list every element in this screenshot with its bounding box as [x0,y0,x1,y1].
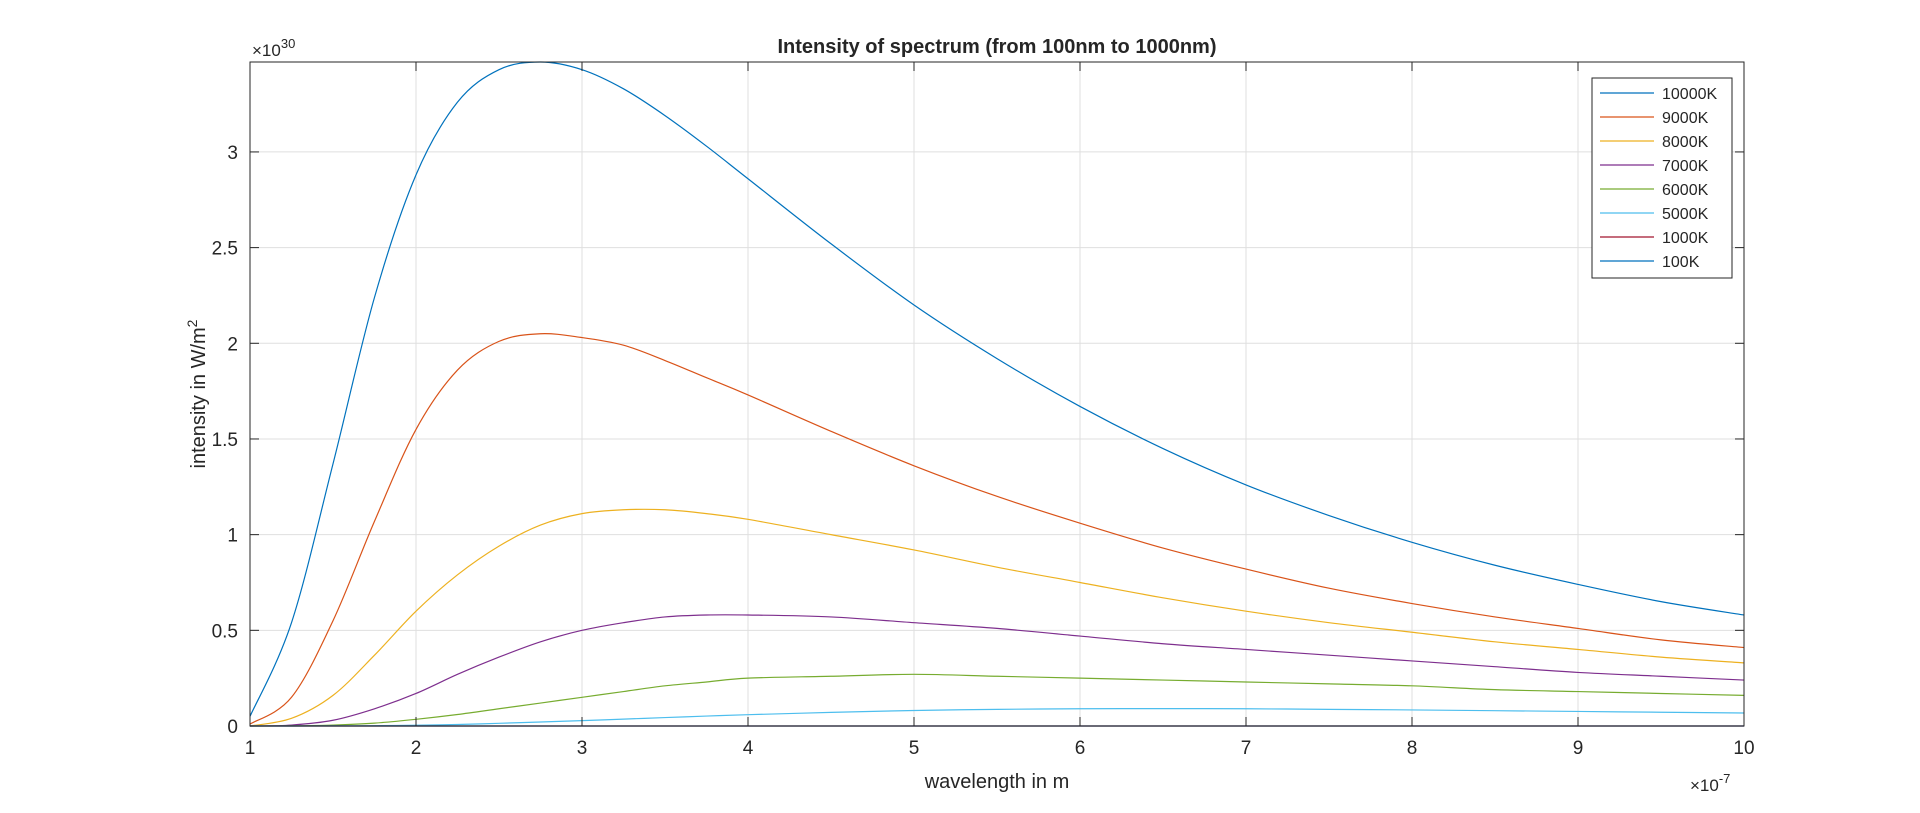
x-tick-label: 4 [743,738,754,759]
x-tick-label: 7 [1241,738,1252,759]
chart-title: Intensity of spectrum (from 100nm to 100… [778,36,1217,58]
x-tick-label: 3 [577,738,588,759]
series-line-7000K [249,614,1745,727]
x-tick-label: 10 [1733,738,1754,759]
series-line-8000K [249,508,1745,727]
y-axis-label-sup: 2 [184,319,200,327]
axis-ticks: 1 2 3 4 5 6 7 8 9 10 0 0.5 1 1.5 2 2.5 3 [212,62,1755,759]
series-line-9000K [249,333,1745,725]
grid [250,62,1744,726]
x-tick-label: 9 [1573,738,1584,759]
legend-box [1591,77,1733,279]
series-line-10000K [249,61,1745,717]
legend-label: 7000K [1662,158,1709,175]
x-tick-label: 5 [909,738,920,759]
x-tick-label: 1 [245,738,256,759]
y-tick-label: 3 [227,143,238,164]
y-tick-label: 2.5 [212,239,238,260]
y-tick-label: 1 [227,526,238,547]
x-exponent: ×10-7 [1690,771,1730,795]
x-exponent-base: ×10 [1690,776,1719,795]
x-axis-label: wavelength in m [924,771,1070,793]
y-tick-label: 0 [227,717,238,738]
y-axis-label-main: intensity in W/m [188,327,210,468]
y-tick-label: 2 [227,334,238,355]
legend-label: 6000K [1662,182,1709,199]
x-tick-label: 6 [1075,738,1086,759]
y-tick-label: 1.5 [212,430,238,451]
legend: 10000K 9000K 8000K 7000K 6000K 5000K 1000K 100K [1591,77,1733,279]
legend-label: 5000K [1662,206,1709,223]
legend-label: 10000K [1662,86,1717,103]
y-exponent: ×1030 [252,36,295,60]
plot-frame [249,61,1745,727]
series-line-5000K [249,707,1745,727]
x-tick-label: 8 [1407,738,1418,759]
series-line-6000K [249,673,1745,727]
plot-background [250,62,1744,726]
x-exponent-sup: -7 [1719,771,1731,786]
legend-label: 100K [1662,254,1700,271]
y-exponent-base: ×10 [252,41,281,60]
legend-label: 1000K [1662,230,1709,247]
x-tick-label: 2 [411,738,422,759]
legend-label: 8000K [1662,134,1709,151]
y-axis-label: intensity in W/m2 [184,319,210,468]
y-exponent-sup: 30 [281,36,295,51]
legend-label: 9000K [1662,110,1709,127]
y-tick-label: 0.5 [212,621,238,642]
